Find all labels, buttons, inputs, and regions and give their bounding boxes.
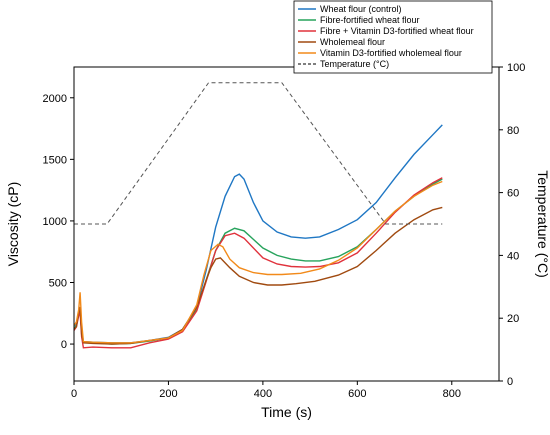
x-tick-label: 800 [443,388,461,400]
y-tick-label: 1500 [43,154,67,166]
y-tick-label: 500 [49,277,67,289]
x-tick-label: 0 [71,388,77,400]
y2-tick-label: 0 [507,376,513,388]
y-tick-label: 0 [61,339,67,351]
legend-label-fibre-vitamin-d3-fortified-wheat-flour: Fibre + Vitamin D3-fortified wheat flour [320,26,474,36]
series-line-fibre-fortified-wheat-flour [73,178,443,345]
legend-label-temperature-c: Temperature (°C) [320,59,389,69]
series-line-temperature-c [74,82,443,225]
plot-area [73,82,443,349]
y2-tick-label: 60 [507,188,519,200]
y2-tick-label: 40 [507,250,519,262]
plot-frame [73,66,500,382]
x-tick-label: 400 [254,388,272,400]
y2-tick-label: 20 [507,313,519,325]
series-line-wheat-flour-control [73,124,443,344]
legend-box [293,0,493,74]
legend: Wheat flour (control)Fibre-fortified whe… [293,0,493,74]
x-tick-label: 600 [348,388,366,400]
x-axis-title: Time (s) [261,404,312,420]
axes: 0 200 400 600 800 0 500 1000 1500 2000 0 20 40 60 80 10… [43,62,526,400]
y-tick-label: 1000 [43,216,67,228]
legend-label-wheat-flour-control: Wheat flour (control) [320,4,402,14]
legend-label-wholemeal-flour: Wholemeal flour [320,37,385,47]
y2-tick-label: 80 [507,125,519,137]
series-line-wholemeal-flour [73,206,443,345]
legend-label-vitamin-d3-fortified-wholemeal-flour: Vitamin D3-fortified wholemeal flour [320,48,462,58]
legend-label-fibre-fortified-wheat-flour: Fibre-fortified wheat flour [320,15,420,25]
series-line-vitamin-d3-fortified-wholemeal-flour [73,180,443,344]
y-tick-label: 2000 [43,93,67,105]
series-line-fibre-vitamin-d3-fortified-wheat-flour [73,177,443,349]
y2-tick-label: 100 [507,62,525,74]
x-tick-label: 200 [159,388,177,400]
y-axis-title: Viscosity (cP) [5,182,21,267]
y2-axis-title: Temperature (°C) [535,170,550,278]
